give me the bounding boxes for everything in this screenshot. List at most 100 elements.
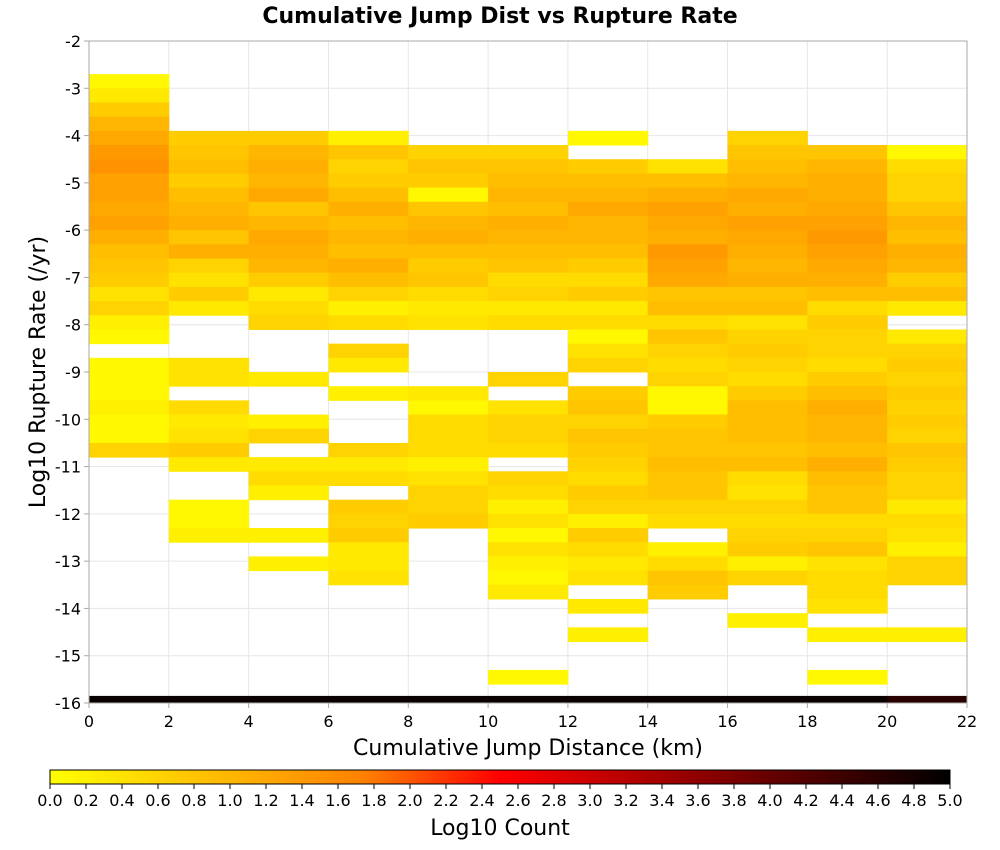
colorbar-tick-label: 4.4 [829,791,854,810]
heatmap-cell [887,272,968,288]
heatmap-cell [727,173,808,189]
heatmap-cell [89,102,170,118]
heatmap-cell [727,159,808,174]
heatmap-cell [807,315,888,330]
x-tick-label: 16 [717,712,737,731]
y-tick-label: -14 [55,599,81,618]
heatmap-cell [89,201,170,217]
heatmap-cell [248,130,329,146]
heatmap-cell [248,372,329,387]
heatmap-cell [488,442,569,458]
y-axis-ticks: -2 -3 -4 -5 -6 -7 -8 -9 -10 -11 -12 -13 -14 -15 -16 [55,32,89,713]
heatmap-cell [328,159,409,174]
heatmap-cell [727,201,808,217]
heatmap-cell [488,372,569,387]
heatmap-cell [727,613,808,628]
heatmap-cell [248,244,329,260]
heatmap-cell [168,695,250,703]
heatmap-cell [887,372,968,387]
heatmap-cell [567,187,649,203]
heatmap-cell [248,428,329,444]
colorbar-ticks: 0.0 0.2 0.4 0.6 0.8 1.0 1.2 1.4 1.6 1.8 2.0 2.2 2.4 2… [37,784,963,810]
heatmap-cell [408,513,489,529]
heatmap-cell [567,513,649,529]
x-tick-label: 4 [244,712,254,731]
heatmap-cell [328,201,409,217]
heatmap-cell [248,485,329,501]
heatmap-cell [328,513,409,529]
heatmap-cell [567,286,649,302]
heatmap-cell [488,145,569,160]
heatmap-cell [807,201,888,217]
heatmap-cell [567,159,649,174]
colorbar-tick-label: 3.4 [649,791,674,810]
heatmap-cell [248,695,329,703]
heatmap-cell [647,386,729,401]
heatmap-cell [488,471,569,486]
heatmap-cell [567,400,649,416]
heatmap-cell [488,499,569,515]
colorbar-tick-label: 1.2 [253,791,278,810]
heatmap-cell [488,570,569,586]
heatmap-cell [89,400,170,416]
heatmap-cell [647,570,729,586]
heatmap-cell [89,130,170,146]
heatmap-cell [807,499,888,515]
heatmap-cell [89,315,170,330]
colorbar-tick-label: 2.4 [469,791,494,810]
heatmap-cell [408,145,489,160]
heatmap-cell [488,695,569,703]
heatmap-cell [727,556,808,572]
heatmap-cell [567,627,649,643]
heatmap-cell [248,315,329,330]
heatmap-cell [168,215,250,231]
heatmap-cell [168,428,250,444]
colorbar-tick-label: 4.8 [901,791,926,810]
heatmap-cell [727,400,808,416]
heatmap-cell [727,272,808,288]
colorbar-tick-label: 0.6 [145,791,170,810]
heatmap-cell [647,230,729,245]
heatmap-cell [807,343,888,359]
heatmap-cell [887,230,968,245]
x-tick-label: 10 [478,712,498,731]
heatmap-cell [89,244,170,260]
heatmap-cell [807,442,888,458]
heatmap-cell [807,258,888,274]
heatmap-cell [727,471,808,486]
heatmap-cell [567,442,649,458]
heatmap-cell [488,230,569,245]
y-tick-label: -3 [65,79,81,98]
x-axis-ticks: 0 2 4 6 8 10 12 14 16 18 20 22 [84,703,977,731]
heatmap-cell [248,528,329,543]
heatmap-cell [328,258,409,274]
heatmap-cell [248,258,329,274]
heatmap-cell [408,215,489,231]
heatmap-cell [328,145,409,160]
colorbar-tick-label: 0.0 [37,791,62,810]
heatmap-cell [488,201,569,217]
colorbar-tick-label: 1.0 [217,791,242,810]
heatmap-cell [408,272,489,288]
heatmap-cell [887,400,968,416]
y-tick-label: -13 [55,552,81,571]
heatmap-cell [647,272,729,288]
heatmap-cell [328,187,409,203]
x-tick-label: 0 [84,712,94,731]
heatmap-cell [408,499,489,515]
heatmap-cell [248,159,329,174]
heatmap-cell [887,357,968,373]
heatmap-cell [807,556,888,572]
heatmap-cell [328,570,409,586]
heatmap-cell [647,286,729,302]
heatmap-cell [727,286,808,302]
heatmap-cell [647,215,729,231]
heatmap-cell [647,428,729,444]
heatmap-cell [408,244,489,260]
heatmap-cell [89,74,170,89]
heatmap-cell [647,414,729,430]
heatmap-cell [567,570,649,586]
heatmap-cell [248,230,329,245]
heatmap-cell [887,556,968,572]
